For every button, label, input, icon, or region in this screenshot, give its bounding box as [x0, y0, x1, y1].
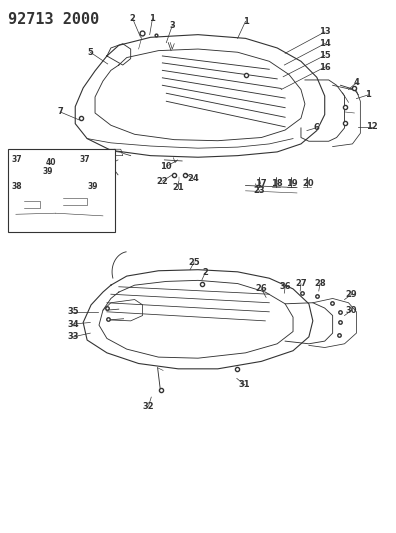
Text: 14: 14: [319, 39, 331, 48]
Text: 11: 11: [86, 174, 98, 183]
Text: 27: 27: [295, 279, 307, 288]
Text: 12: 12: [366, 123, 378, 131]
Text: 39: 39: [87, 182, 98, 191]
Text: 31: 31: [239, 381, 251, 389]
Text: 4: 4: [354, 78, 359, 87]
Text: 1: 1: [243, 17, 248, 26]
Text: 34: 34: [67, 320, 79, 328]
Text: 29: 29: [346, 290, 358, 298]
Text: 21: 21: [172, 183, 184, 192]
Text: 37: 37: [79, 156, 90, 164]
Text: 39: 39: [43, 167, 53, 176]
Text: 28: 28: [314, 279, 326, 288]
Text: 24: 24: [187, 174, 199, 183]
Text: 40: 40: [46, 158, 56, 167]
Text: 25: 25: [188, 258, 200, 266]
Text: 26: 26: [255, 285, 267, 293]
Text: 32: 32: [143, 402, 154, 410]
Text: 22: 22: [156, 177, 168, 185]
Text: 36: 36: [279, 282, 291, 291]
Text: 38: 38: [12, 182, 23, 191]
Text: 10: 10: [160, 162, 172, 171]
Text: 92713 2000: 92713 2000: [8, 12, 99, 27]
Text: 18: 18: [271, 180, 283, 188]
Text: 9: 9: [103, 162, 109, 171]
Text: 17: 17: [255, 180, 267, 188]
Text: 20: 20: [302, 180, 314, 188]
Text: 23: 23: [253, 187, 265, 195]
Text: 2: 2: [130, 14, 135, 23]
Text: 2: 2: [202, 269, 208, 277]
Text: 13: 13: [319, 28, 331, 36]
Text: 16: 16: [319, 63, 331, 71]
Text: 30: 30: [346, 306, 358, 314]
Text: 3: 3: [169, 21, 175, 30]
Text: 6: 6: [313, 124, 319, 132]
Text: 7: 7: [57, 108, 63, 116]
Text: 19: 19: [286, 180, 298, 188]
Text: 1: 1: [366, 91, 371, 99]
Text: 15: 15: [319, 51, 331, 60]
Text: 37: 37: [12, 156, 23, 164]
Text: 1: 1: [150, 14, 155, 23]
Bar: [8, 149, 115, 232]
Text: 5: 5: [88, 48, 93, 56]
Text: 35: 35: [67, 308, 79, 316]
Text: 33: 33: [67, 333, 79, 341]
Text: 8: 8: [89, 150, 95, 159]
